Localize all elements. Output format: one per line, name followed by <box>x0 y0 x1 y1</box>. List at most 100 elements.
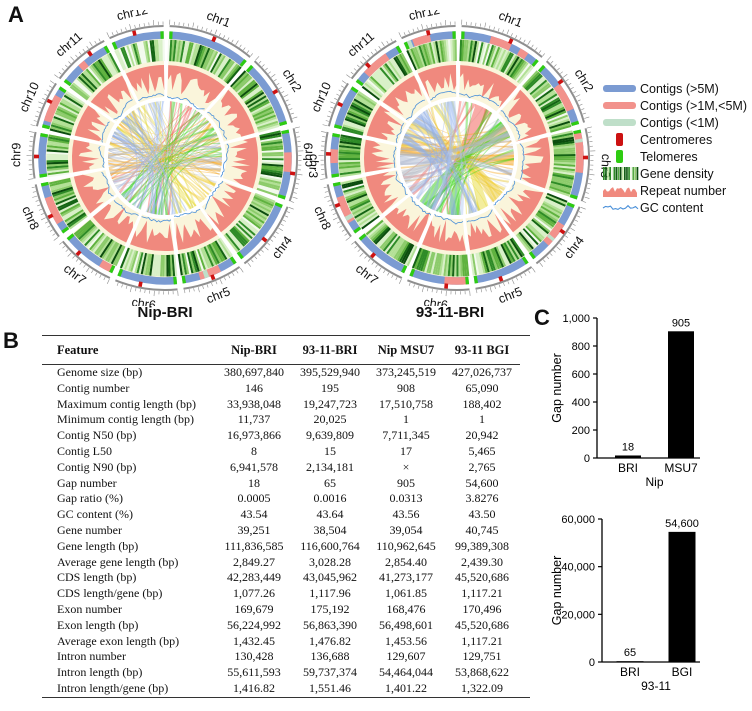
y-tick-label: 60,000 <box>561 514 595 526</box>
chromosome-label: chr9 <box>10 143 24 168</box>
feature-name: CDS length/gene (bp) <box>57 586 163 601</box>
feature-name: Gap number <box>57 475 117 490</box>
table-row: Minimum contig length (bp) 11,737 20,025 1 1 <box>42 412 520 428</box>
legend-label: Repeat number <box>640 183 727 198</box>
gap-number-chart-nip: 0 200 400 600 800 1,000 Gap number 18 BRI 905 MSU7… <box>550 313 700 489</box>
column-header: 93-11 BGI <box>454 343 510 357</box>
feature-name: Gene length (bp) <box>57 538 139 553</box>
table-row: Gap number 18 65 905 54,600 <box>42 476 520 492</box>
feature-value: 1,117.96 <box>309 586 351 601</box>
chromosome-label: chr12 <box>115 10 149 23</box>
feature-value: 130,428 <box>234 649 274 664</box>
y-tick-label: 40,000 <box>561 562 595 574</box>
contigs-small-icon <box>600 115 640 130</box>
feature-value: 6,941,578 <box>230 459 278 474</box>
legend-item: Contigs (>5M) <box>600 80 747 97</box>
legend-item: GC content <box>600 199 747 216</box>
centromeres-icon <box>600 132 640 147</box>
feature-name: Exon number <box>57 601 122 616</box>
feature-table: Feature Nip-BRI 93-11-BRI Nip MSU7 93-11 BGI… <box>42 335 530 698</box>
column-header: Feature <box>57 343 99 357</box>
feature-value: 17,510,758 <box>379 396 433 411</box>
feature-value: 39,054 <box>389 522 423 537</box>
legend-label: Contigs (>1M,<5M) <box>640 98 747 113</box>
legend-label: Centromeres <box>640 132 713 147</box>
table-row: Contig L50 8 15 17 5,465 <box>42 444 520 460</box>
feature-value: 1,117.21 <box>461 633 503 648</box>
feature-value: 1 <box>479 412 485 427</box>
feature-value: 59,737,374 <box>303 665 357 680</box>
column-header: Nip MSU7 <box>377 343 435 357</box>
y-tick-label: 200 <box>572 425 590 437</box>
chromosome-label: chr11 <box>345 29 377 59</box>
table-row: Intron length (bp) 55,611,593 59,737,374 54… <box>42 665 520 681</box>
x-group-label: 93-11 <box>641 679 671 693</box>
chromosome-label: chr1 <box>205 10 233 30</box>
feature-value: 2,854.40 <box>385 554 427 569</box>
feature-value: 129,751 <box>462 649 502 664</box>
chromosome-label: chr4 <box>561 233 587 261</box>
legend-item: Repeat number <box>600 182 747 199</box>
feature-value: 1,061.85 <box>385 586 427 601</box>
contigs-large-icon <box>600 81 640 96</box>
x-category-label: BRI <box>620 665 640 679</box>
legend-label: Contigs (>5M) <box>640 81 719 96</box>
circos-title-nip-bri: Nip-BRI <box>137 304 193 321</box>
feature-name: Intron number <box>57 649 126 664</box>
table-row: Contig N90 (bp) 6,941,578 2,134,181 × 2,765 <box>42 460 520 476</box>
feature-name: Average exon length (bp) <box>57 633 180 648</box>
feature-value: 7,711,345 <box>382 428 430 443</box>
legend-item: Telomeres <box>600 148 747 165</box>
chromosome-label: chr7 <box>353 261 381 287</box>
bar-value-label: 18 <box>622 441 634 453</box>
feature-value: 45,520,686 <box>455 570 509 585</box>
feature-name: Contig N90 (bp) <box>57 459 137 474</box>
table-row: Average gene length (bp) 2,849.27 3,028.28… <box>42 555 520 571</box>
feature-value: 18 <box>248 475 260 490</box>
table-row: Intron number 130,428 136,688 129,607 129,75… <box>42 649 520 665</box>
bar-bri <box>615 455 641 458</box>
circos-legend: Contigs (>5M) Contigs (>1M,<5M) Contigs (<… <box>600 80 747 216</box>
bar-bri <box>616 661 644 662</box>
table-row: Maximum contig length (bp) 33,938,048 19,2… <box>42 397 520 413</box>
y-tick-label: 0 <box>589 657 595 669</box>
table-row: Gap ratio (%) 0.0005 0.0016 0.0313 3.8276 <box>42 491 520 507</box>
feature-value: 56,863,390 <box>303 617 357 632</box>
feature-value: 54,464,044 <box>379 665 433 680</box>
bar-value-label: 65 <box>624 647 636 659</box>
feature-value: 1,476.82 <box>309 633 351 648</box>
feature-value: 136,688 <box>310 649 350 664</box>
feature-value: 19,247,723 <box>303 396 357 411</box>
feature-name: Gap ratio (%) <box>57 491 123 506</box>
chromosome-label: chr12 <box>407 10 441 23</box>
panel-c-label: C <box>534 305 550 330</box>
panel-b-label: B <box>3 328 19 353</box>
legend-item: Centromeres <box>600 131 747 148</box>
feature-value: 16,973,866 <box>227 428 281 443</box>
telomeres-icon <box>600 149 640 164</box>
feature-value: 111,836,585 <box>224 538 284 553</box>
column-header: Nip-BRI <box>231 343 277 357</box>
table-header-row: Feature Nip-BRI 93-11-BRI Nip MSU7 93-11 BGI <box>42 336 520 365</box>
table-row: Gene length (bp) 111,836,585 116,600,764 11… <box>42 539 520 555</box>
feature-name: CDS length (bp) <box>57 570 137 585</box>
panel-a-label: A <box>8 2 24 27</box>
feature-value: 1,551.46 <box>309 680 351 695</box>
feature-value: 116,600,764 <box>300 538 360 553</box>
y-tick-label: 20,000 <box>561 609 595 621</box>
chromosome-label: chr6 <box>131 295 157 306</box>
feature-name: Gene number <box>57 522 122 537</box>
feature-value: 56,224,992 <box>227 617 281 632</box>
feature-value: 11,737 <box>237 412 271 427</box>
legend-item: Gene density <box>600 165 747 182</box>
feature-value: 1,401.22 <box>385 680 427 695</box>
feature-name: Contig number <box>57 380 130 395</box>
x-category-label: BRI <box>618 461 638 475</box>
y-tick-label: 600 <box>572 369 590 381</box>
feature-value: 427,026,737 <box>452 365 512 379</box>
chromosome-label: chr9 <box>302 143 316 168</box>
table-row: GC content (%) 43.54 43.64 43.56 43.50 <box>42 507 520 523</box>
chromosome-label: chr4 <box>269 233 295 261</box>
circos-plot-93-11-bri: chr1 chr2 chr3 chr4 chr5 chr6 chr7 chr8 chr9 chr1… <box>302 10 612 306</box>
chromosome-label: chr6 <box>423 295 449 306</box>
